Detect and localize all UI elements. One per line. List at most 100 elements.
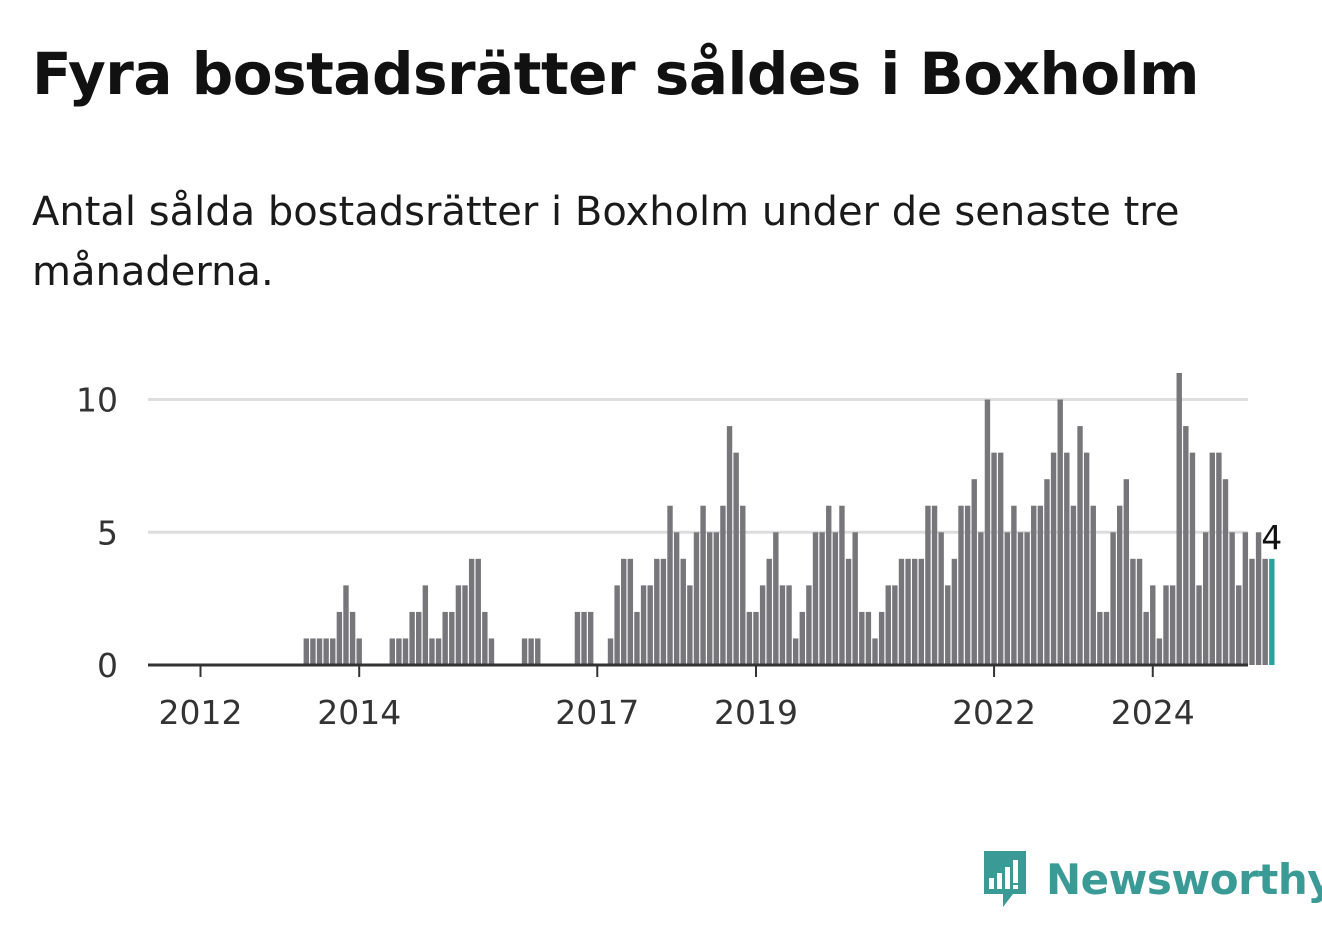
bar	[349, 611, 356, 665]
bar	[859, 611, 865, 665]
bar	[303, 638, 310, 665]
chart-subtitle: Antal sålda bostadsrätter i Boxholm unde…	[32, 189, 1180, 295]
bar	[1143, 611, 1149, 665]
axes: 0 5 10 2012 2014 2017 2019 2022 2024 4	[76, 381, 1282, 732]
bar	[1176, 373, 1182, 665]
x-tick-label: 2024	[1111, 693, 1195, 732]
bar	[984, 399, 991, 665]
bar	[435, 638, 442, 665]
bar	[449, 611, 455, 665]
bar	[1037, 505, 1044, 665]
bar	[759, 585, 766, 665]
bar	[528, 638, 534, 665]
bar	[733, 452, 739, 665]
bar	[1004, 532, 1010, 665]
bar	[1156, 638, 1163, 665]
bar	[1123, 479, 1130, 665]
bar	[786, 585, 792, 665]
brand-logo: Newsworthy	[980, 848, 1322, 910]
bar	[310, 638, 316, 665]
gridlines	[148, 398, 1248, 534]
bar	[488, 638, 495, 665]
bar	[1011, 505, 1017, 665]
bar	[826, 505, 832, 665]
bar	[945, 585, 951, 665]
x-tick-label: 2017	[555, 693, 639, 732]
bar	[654, 558, 660, 665]
bar	[1189, 452, 1196, 665]
bar	[1209, 452, 1215, 665]
bar	[343, 585, 349, 665]
bar	[1024, 532, 1030, 665]
bar	[673, 532, 680, 665]
bar	[700, 505, 706, 665]
x-tick-label: 2012	[159, 693, 243, 732]
bar	[713, 532, 720, 665]
bar	[680, 558, 686, 665]
bar	[647, 585, 653, 665]
bar	[779, 585, 786, 665]
bar	[839, 505, 845, 665]
bar	[852, 532, 858, 665]
bar	[356, 638, 362, 665]
bar	[1236, 585, 1242, 665]
bar	[885, 585, 891, 665]
bar	[1196, 585, 1202, 665]
bar	[958, 505, 964, 665]
bar	[521, 638, 528, 665]
bar	[832, 532, 839, 665]
bar	[878, 611, 885, 665]
x-tick-label: 2014	[317, 693, 401, 732]
bar	[429, 638, 435, 665]
bar	[581, 611, 587, 665]
bar	[1229, 532, 1235, 665]
bar	[323, 638, 329, 665]
bar	[912, 558, 918, 665]
bar	[898, 558, 905, 665]
bar	[773, 532, 779, 665]
bar	[1070, 505, 1077, 665]
bar	[964, 505, 971, 665]
bar	[336, 611, 343, 665]
bar	[468, 558, 475, 665]
bar	[1150, 585, 1156, 665]
bar	[442, 611, 448, 665]
bar	[1255, 532, 1262, 665]
bar	[892, 585, 898, 665]
bar	[1050, 452, 1057, 665]
bar	[482, 611, 488, 665]
bar	[812, 532, 819, 665]
bar	[1117, 505, 1123, 665]
bar	[607, 638, 614, 665]
bar	[792, 638, 799, 665]
bar	[766, 558, 772, 665]
latest-value-label: 4	[1261, 518, 1282, 557]
bar	[1017, 532, 1024, 665]
bar	[693, 532, 700, 665]
bar	[806, 585, 812, 665]
bar	[1163, 585, 1169, 665]
newsworthy-logo-icon	[984, 851, 1026, 907]
bar	[971, 479, 977, 665]
bar	[905, 558, 911, 665]
bar	[1249, 558, 1255, 665]
bar	[396, 638, 402, 665]
bar	[1169, 585, 1176, 665]
bar	[931, 505, 938, 665]
bar	[1057, 399, 1063, 665]
bar	[409, 611, 415, 665]
bar-latest	[1269, 558, 1275, 665]
x-tick-label: 2019	[714, 693, 798, 732]
bar	[574, 611, 581, 665]
bar	[1044, 479, 1050, 665]
bar	[587, 611, 594, 665]
bar	[634, 611, 640, 665]
bar	[707, 532, 713, 665]
bar	[720, 505, 726, 665]
bar	[799, 611, 805, 665]
bar	[1097, 611, 1103, 665]
bar	[402, 638, 409, 665]
bar	[938, 532, 944, 665]
bar	[614, 585, 620, 665]
bar	[660, 558, 667, 665]
